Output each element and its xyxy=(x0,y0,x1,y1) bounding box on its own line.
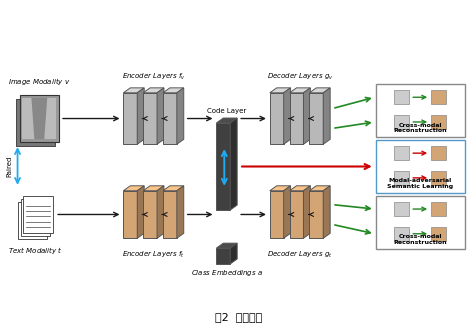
Text: Cross-modal
Reconstruction: Cross-modal Reconstruction xyxy=(393,234,447,245)
FancyBboxPatch shape xyxy=(376,196,465,249)
Polygon shape xyxy=(217,118,237,123)
Text: Encoder Layers $f_v$: Encoder Layers $f_v$ xyxy=(122,72,185,82)
Polygon shape xyxy=(157,88,164,144)
Polygon shape xyxy=(137,186,144,238)
Polygon shape xyxy=(143,93,157,144)
Polygon shape xyxy=(163,186,184,191)
Polygon shape xyxy=(303,88,310,144)
FancyBboxPatch shape xyxy=(431,227,446,241)
FancyBboxPatch shape xyxy=(19,95,59,142)
Polygon shape xyxy=(290,93,303,144)
Polygon shape xyxy=(163,93,177,144)
Polygon shape xyxy=(217,123,230,210)
FancyBboxPatch shape xyxy=(431,202,446,216)
Text: Decoder Layers $g_v$: Decoder Layers $g_v$ xyxy=(267,72,333,82)
Text: Paired: Paired xyxy=(7,156,13,177)
Polygon shape xyxy=(143,191,157,238)
FancyBboxPatch shape xyxy=(394,202,409,216)
Polygon shape xyxy=(270,88,291,93)
Polygon shape xyxy=(217,248,230,264)
FancyBboxPatch shape xyxy=(431,171,446,185)
Polygon shape xyxy=(123,93,137,144)
Polygon shape xyxy=(310,186,330,191)
FancyBboxPatch shape xyxy=(431,90,446,104)
Text: Decoder Layers $g_t$: Decoder Layers $g_t$ xyxy=(267,250,333,260)
Polygon shape xyxy=(310,191,323,238)
Polygon shape xyxy=(143,186,164,191)
Polygon shape xyxy=(177,88,184,144)
Polygon shape xyxy=(123,186,144,191)
Polygon shape xyxy=(137,88,144,144)
Text: Cross-modal
Reconstruction: Cross-modal Reconstruction xyxy=(393,123,447,133)
Text: Text Modality $t$: Text Modality $t$ xyxy=(8,245,63,256)
Polygon shape xyxy=(230,118,237,210)
Polygon shape xyxy=(217,243,237,248)
Polygon shape xyxy=(270,93,283,144)
Polygon shape xyxy=(143,88,164,93)
Polygon shape xyxy=(310,88,330,93)
Polygon shape xyxy=(270,186,291,191)
Polygon shape xyxy=(270,191,283,238)
FancyBboxPatch shape xyxy=(394,227,409,241)
FancyBboxPatch shape xyxy=(18,201,47,239)
Polygon shape xyxy=(290,186,310,191)
FancyBboxPatch shape xyxy=(20,199,50,236)
Polygon shape xyxy=(283,186,291,238)
Polygon shape xyxy=(163,88,184,93)
Polygon shape xyxy=(310,93,323,144)
Polygon shape xyxy=(123,88,144,93)
FancyBboxPatch shape xyxy=(394,115,409,129)
FancyBboxPatch shape xyxy=(376,84,465,137)
Polygon shape xyxy=(230,243,237,264)
FancyBboxPatch shape xyxy=(431,146,446,160)
Polygon shape xyxy=(290,88,310,93)
FancyBboxPatch shape xyxy=(376,140,465,193)
FancyBboxPatch shape xyxy=(22,98,56,139)
Text: Encoder Layers $f_t$: Encoder Layers $f_t$ xyxy=(122,250,185,260)
Polygon shape xyxy=(31,98,47,139)
FancyBboxPatch shape xyxy=(24,196,53,233)
FancyBboxPatch shape xyxy=(431,115,446,129)
Polygon shape xyxy=(123,191,137,238)
Polygon shape xyxy=(290,191,303,238)
Text: Code Layer: Code Layer xyxy=(207,108,246,114)
FancyBboxPatch shape xyxy=(394,146,409,160)
Polygon shape xyxy=(177,186,184,238)
Polygon shape xyxy=(283,88,291,144)
Text: Image Modality $v$: Image Modality $v$ xyxy=(8,76,71,87)
Polygon shape xyxy=(303,186,310,238)
Polygon shape xyxy=(323,88,330,144)
Text: 图2  网络结构: 图2 网络结构 xyxy=(215,312,262,322)
FancyBboxPatch shape xyxy=(394,90,409,104)
FancyBboxPatch shape xyxy=(394,171,409,185)
Text: Modal-adversarial
Semantic Learning: Modal-adversarial Semantic Learning xyxy=(387,178,453,189)
FancyBboxPatch shape xyxy=(16,99,55,146)
Polygon shape xyxy=(157,186,164,238)
Polygon shape xyxy=(163,191,177,238)
Text: Class Embeddings $a$: Class Embeddings $a$ xyxy=(191,268,263,278)
Polygon shape xyxy=(323,186,330,238)
